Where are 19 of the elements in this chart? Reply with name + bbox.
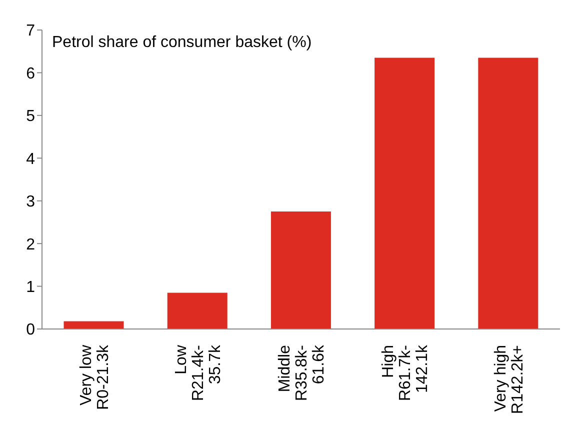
bar — [374, 58, 435, 329]
bar — [478, 58, 538, 329]
y-tick-label: 2 — [26, 236, 36, 254]
y-tick-label: 7 — [26, 22, 36, 40]
x-tick-label: High R61.7k- 142.1k — [380, 344, 432, 402]
y-tick-label: 3 — [26, 194, 36, 211]
x-tick-label: Very low R0-21.3k — [78, 344, 112, 410]
y-tick-label: 5 — [26, 108, 36, 126]
y-tick-label: 1 — [26, 278, 36, 296]
y-tick-label: 0 — [26, 322, 36, 339]
bar — [64, 321, 124, 329]
x-tick-label: Middle R35.8k- 61.6k — [276, 344, 328, 402]
y-tick-label: 4 — [26, 150, 36, 168]
bar — [270, 212, 331, 329]
bar — [167, 292, 228, 329]
y-tick-label: 6 — [26, 65, 36, 82]
x-tick-label: Low R21.4k- 35.7k — [173, 344, 224, 402]
x-tick-label: Very high R142.2k+ — [492, 345, 526, 414]
chart-title: Petrol share of consumer basket (%) — [52, 34, 312, 52]
